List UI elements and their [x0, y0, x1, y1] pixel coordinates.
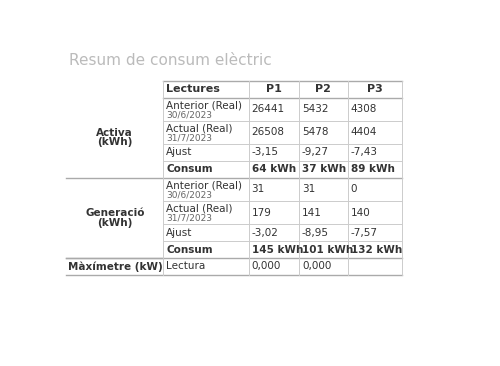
Text: -9,27: -9,27: [302, 147, 329, 157]
Text: 31/7/2023: 31/7/2023: [166, 213, 212, 223]
Text: Resum de consum elèctric: Resum de consum elèctric: [68, 53, 272, 68]
Text: 0: 0: [351, 184, 358, 194]
Text: 101 kWh: 101 kWh: [302, 244, 353, 254]
Text: 141: 141: [302, 208, 322, 217]
Text: (kWh): (kWh): [97, 138, 132, 147]
Text: Generació: Generació: [85, 208, 144, 219]
Text: 140: 140: [351, 208, 370, 217]
Text: Consum: Consum: [166, 244, 213, 254]
Text: 4404: 4404: [351, 127, 377, 138]
Text: 37 kWh: 37 kWh: [302, 164, 346, 175]
Text: -3,15: -3,15: [252, 147, 278, 157]
Text: 132 kWh: 132 kWh: [351, 244, 402, 254]
Text: 30/6/2023: 30/6/2023: [166, 190, 212, 199]
Text: Ajust: Ajust: [166, 147, 192, 157]
Text: 179: 179: [252, 208, 272, 217]
Text: P3: P3: [367, 84, 382, 94]
Text: 31: 31: [252, 184, 265, 194]
Text: Anterior (Real): Anterior (Real): [166, 101, 242, 111]
Text: -7,43: -7,43: [351, 147, 378, 157]
Text: 31/7/2023: 31/7/2023: [166, 133, 212, 142]
Text: 145 kWh: 145 kWh: [252, 244, 303, 254]
Text: 5478: 5478: [302, 127, 328, 138]
Text: Actual (Real): Actual (Real): [166, 204, 233, 214]
Text: Activa: Activa: [96, 128, 133, 138]
Text: -3,02: -3,02: [252, 228, 278, 238]
Text: 89 kWh: 89 kWh: [351, 164, 395, 175]
Text: 0,000: 0,000: [302, 261, 332, 272]
Text: Lectura: Lectura: [166, 261, 205, 272]
Text: 4308: 4308: [351, 104, 377, 114]
Text: Ajust: Ajust: [166, 228, 192, 238]
Text: 26508: 26508: [252, 127, 284, 138]
Text: 5432: 5432: [302, 104, 328, 114]
Text: (kWh): (kWh): [97, 217, 132, 228]
Text: 30/6/2023: 30/6/2023: [166, 110, 212, 119]
Text: -7,57: -7,57: [351, 228, 378, 238]
Text: Anterior (Real): Anterior (Real): [166, 180, 242, 191]
Text: 26441: 26441: [252, 104, 284, 114]
Text: Actual (Real): Actual (Real): [166, 124, 233, 134]
Text: P2: P2: [316, 84, 331, 94]
Text: Lectures: Lectures: [166, 84, 220, 94]
Text: P1: P1: [266, 84, 281, 94]
Text: 64 kWh: 64 kWh: [252, 164, 296, 175]
Text: Consum: Consum: [166, 164, 213, 175]
Text: 0,000: 0,000: [252, 261, 281, 272]
Text: Màxímetre (kW): Màxímetre (kW): [68, 261, 162, 272]
Text: -8,95: -8,95: [302, 228, 329, 238]
Text: 31: 31: [302, 184, 315, 194]
